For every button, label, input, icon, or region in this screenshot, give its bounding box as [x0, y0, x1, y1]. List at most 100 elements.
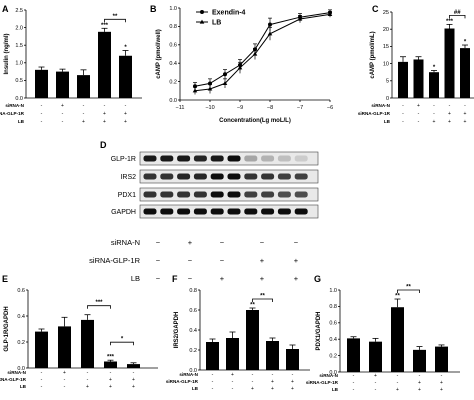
significance-mark-a: *	[124, 45, 127, 51]
panel-letter-b: B	[150, 4, 157, 14]
blot-band	[227, 173, 241, 180]
x-axis-label-b: Concentration(Lg moL/L)	[219, 118, 291, 124]
condition-row-label-e: siRNA-GLP-1R	[0, 377, 27, 382]
condition-sign-a: -	[62, 119, 64, 125]
condition-sign-f: +	[291, 386, 294, 392]
x-tick-label-b: −6	[327, 105, 333, 111]
condition-sign-a: -	[104, 103, 106, 109]
significance-mark-f: **	[250, 303, 255, 309]
condition-sign-a: +	[124, 119, 127, 125]
condition-sign-e: -	[41, 370, 43, 376]
condition-sign-g: +	[418, 380, 421, 386]
bar-a	[77, 75, 90, 98]
condition-sign-c: -	[433, 111, 435, 117]
y-tick-label-f: 0.4	[189, 328, 197, 334]
bar-c	[413, 59, 424, 98]
blot-band	[143, 191, 157, 198]
condition-sign-c: -	[402, 103, 404, 109]
comparison-bracket-f	[252, 298, 273, 302]
condition-sign-e: +	[109, 384, 112, 390]
blot-condition-sign: −	[294, 238, 299, 247]
condition-sign-f: +	[291, 379, 294, 385]
condition-sign-c: -	[449, 103, 451, 109]
blot-band	[143, 208, 157, 215]
condition-row-label-f: LB	[192, 386, 199, 391]
condition-sign-e: +	[63, 370, 66, 376]
y-tick-label-a: 0.5	[15, 78, 23, 84]
comparison-label-e: ***	[95, 300, 103, 306]
condition-sign-g: -	[353, 373, 355, 379]
condition-sign-a: +	[124, 111, 127, 117]
y-tick-label-g: 0.4	[329, 337, 337, 343]
data-point-exendin-4	[223, 72, 227, 77]
condition-row-label-a: LB	[18, 119, 25, 124]
condition-sign-a: -	[83, 103, 85, 109]
bar-c	[444, 28, 455, 98]
condition-sign-c: -	[433, 103, 435, 109]
condition-sign-f: -	[232, 386, 234, 392]
blot-condition-sign: −	[156, 256, 161, 265]
y-tick-label-c: 10	[383, 61, 389, 67]
condition-sign-c: -	[418, 119, 420, 125]
condition-row-label-e: LB	[20, 384, 27, 389]
bar-f	[246, 310, 259, 370]
y-tick-label-f: 0.8	[189, 288, 197, 294]
y-axis-label-c: cAMP (pmol/mL)	[370, 31, 376, 78]
y-tick-label-e: 0.6	[17, 288, 25, 294]
condition-sign-c: +	[448, 111, 451, 117]
blot-band	[193, 173, 207, 180]
y-tick-label-g: 0.2	[329, 353, 337, 359]
blot-condition-sign: +	[260, 256, 265, 265]
condition-sign-a: -	[125, 103, 127, 109]
blot-band	[177, 191, 191, 198]
legend-label-lb: LB	[212, 20, 221, 27]
condition-sign-g: -	[397, 373, 399, 379]
x-tick-label-b: −9	[237, 105, 243, 111]
condition-sign-c: +	[448, 119, 451, 125]
bar-a	[98, 31, 111, 99]
y-tick-label-f: 0.2	[189, 348, 197, 354]
y-tick-label-e: 0.4	[17, 314, 25, 320]
condition-sign-c: -	[464, 103, 466, 109]
blot-condition-sign: +	[294, 274, 299, 283]
condition-sign-a: -	[41, 111, 43, 117]
legend-marker-exendin-4	[200, 10, 204, 14]
y-tick-label-b: 0.8	[169, 24, 177, 30]
bar-g	[347, 338, 360, 372]
condition-sign-e: -	[133, 370, 135, 376]
y-tick-label-f: 0.0	[189, 368, 197, 374]
bar-f	[226, 338, 239, 370]
condition-sign-f: -	[252, 379, 254, 385]
comparison-label-a: **	[113, 14, 118, 20]
significance-mark-c: *	[464, 40, 467, 46]
condition-sign-f: +	[231, 372, 234, 378]
legend-marker-lb	[199, 19, 205, 24]
condition-sign-a: -	[41, 103, 43, 109]
y-tick-label-a: 2.5	[15, 8, 23, 14]
y-axis-label-b: cAMP (pmol/well)	[156, 29, 162, 79]
blot-band	[227, 208, 241, 215]
condition-sign-f: +	[271, 386, 274, 392]
comparison-bracket-e	[110, 341, 134, 346]
blot-band	[294, 191, 308, 198]
blot-band	[244, 173, 258, 180]
condition-sign-g: -	[419, 373, 421, 379]
x-tick-label-b: −10	[205, 105, 214, 111]
y-tick-label-b: 0.6	[169, 43, 177, 49]
condition-sign-a: +	[61, 103, 64, 109]
blot-band	[177, 155, 191, 162]
blot-band	[160, 191, 174, 198]
y-tick-label-b: 0.2	[169, 79, 177, 85]
bar-a	[56, 71, 69, 98]
condition-sign-f: +	[271, 379, 274, 385]
bar-f	[266, 341, 279, 370]
blot-band	[210, 191, 224, 198]
comparison-label-c: ##	[454, 10, 461, 16]
condition-sign-g: -	[375, 380, 377, 386]
blot-band	[294, 208, 308, 215]
blot-band	[177, 208, 191, 215]
x-tick-label-b: −8	[267, 105, 273, 111]
data-point-lb	[267, 31, 273, 36]
